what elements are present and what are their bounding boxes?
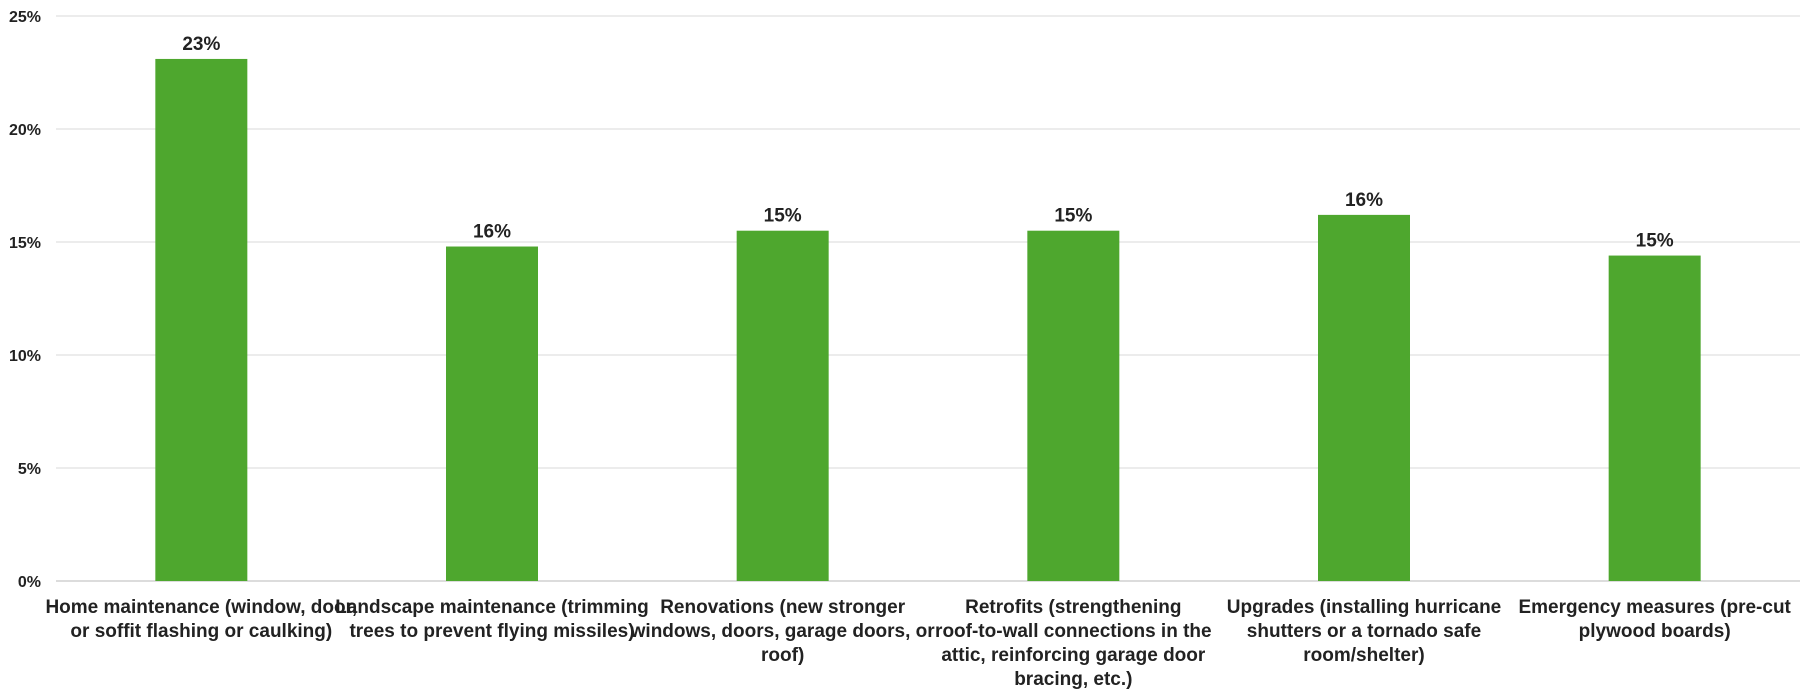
- y-tick-label: 5%: [18, 461, 41, 478]
- x-category-label: Landscape maintenance (trimming trees to …: [335, 597, 649, 642]
- bar: [155, 58, 248, 581]
- bar: [1318, 214, 1410, 581]
- bar: [1027, 230, 1120, 581]
- data-label: 15%: [1054, 206, 1092, 227]
- y-tick-label: 25%: [9, 9, 41, 26]
- x-category-label: Home maintenance (window, door, or soffit…: [45, 597, 357, 642]
- data-label: 16%: [473, 222, 511, 243]
- x-category-label: Retrofits (strengthening roof-to-wall con…: [935, 597, 1212, 690]
- data-label: 15%: [1636, 231, 1674, 252]
- bar: [446, 246, 538, 581]
- data-label: 16%: [1345, 190, 1383, 211]
- y-tick-label: 10%: [9, 348, 41, 365]
- x-category-label: Upgrades (installing hurricane shutters o…: [1227, 597, 1502, 666]
- data-label: 23%: [182, 34, 220, 55]
- y-tick-label: 20%: [9, 122, 41, 139]
- x-category-label: Emergency measures (pre-cut plywood board…: [1518, 597, 1791, 642]
- y-tick-label: 15%: [9, 235, 41, 252]
- x-category-label: Renovations (new stronger windows, doors,…: [630, 597, 936, 666]
- y-tick-label: 0%: [18, 574, 41, 591]
- bar: [1608, 255, 1701, 581]
- bar: [736, 230, 829, 581]
- data-label: 15%: [764, 206, 802, 227]
